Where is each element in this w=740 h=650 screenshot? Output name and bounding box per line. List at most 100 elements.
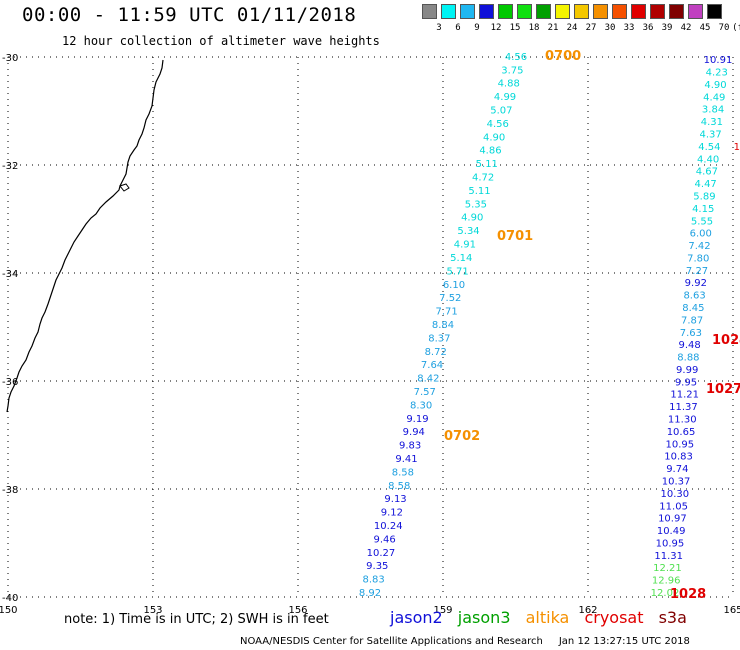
wave-height-value: 9.41 — [395, 454, 417, 465]
wave-height-value: 11.05 — [659, 501, 688, 512]
wave-height-value: 7.80 — [687, 253, 709, 264]
coastline-islet — [119, 183, 130, 192]
lon-tick-label: 150 — [0, 605, 18, 616]
scale-swatch — [612, 4, 627, 19]
legend-jason3: jason3 — [457, 608, 511, 627]
lat-tick-label: -32 — [2, 161, 18, 172]
scale-swatch — [441, 4, 456, 19]
wave-height-value: 11.31 — [654, 551, 683, 562]
wave-height-value: 4.56 — [505, 52, 527, 63]
scale-swatch — [460, 4, 475, 19]
wave-height-value: 10.83 — [664, 452, 693, 463]
scale-swatch — [536, 4, 551, 19]
wave-height-value: 11.21 — [670, 390, 699, 401]
wave-height-value: 5.07 — [490, 106, 512, 117]
timestamp: Jan 12 13:27:15 UTC 2018 — [558, 636, 690, 647]
wave-height-value: 7.64 — [421, 360, 443, 371]
wave-height-value: 4.90 — [704, 80, 726, 91]
wave-height-value: 9.92 — [685, 278, 707, 289]
wave-height-value: 10.30 — [661, 489, 690, 500]
wave-height-value: 10.97 — [658, 514, 687, 525]
wave-height-value: 7.57 — [414, 387, 436, 398]
lat-tick-label: -38 — [2, 485, 18, 496]
wave-height-value: 10.95 — [665, 439, 694, 450]
wave-height-value: 8.30 — [410, 400, 432, 411]
wave-height-value: 4.91 — [454, 240, 476, 251]
scale-swatch — [555, 4, 570, 19]
lon-tick-label: 159 — [433, 605, 452, 616]
wave-height-value: 9.99 — [676, 365, 698, 376]
scale-label: 70 — [718, 23, 730, 33]
wave-height-value: 4.47 — [695, 179, 717, 190]
footnote: note: 1) Time is in UTC; 2) SWH is in fe… — [64, 612, 329, 627]
wave-height-value: 8.58 — [388, 481, 410, 492]
scale-swatch — [593, 4, 608, 19]
wave-height-value: 11.30 — [668, 415, 697, 426]
scale-label: 21 — [547, 23, 559, 33]
wave-height-value: 8.58 — [392, 467, 414, 478]
altimeter-points: 4.56 3.75 4.88 4.99 5.07 4.56 4.90 4.86 5.11 4.72… — [359, 49, 740, 602]
scale-label: 45 — [699, 23, 711, 33]
lon-tick-label: 165 — [723, 605, 740, 616]
page-title: 00:00 - 11:59 UTC 01/11/2018 — [22, 4, 357, 26]
wave-height-value: 7.27 — [686, 266, 708, 277]
wave-height-value: 4.88 — [498, 79, 520, 90]
wave-height-value: 5.11 — [468, 186, 490, 197]
scale-swatch — [517, 4, 532, 19]
scale-label: 9 — [474, 23, 480, 33]
wave-height-value: 12.02 — [651, 588, 680, 599]
wave-height-value: 8.37 — [428, 333, 450, 344]
wave-height-value: 5.11 — [476, 159, 498, 170]
wave-height-value: 5.89 — [693, 191, 715, 202]
wave-height-value: 9.46 — [373, 534, 395, 545]
wave-height-value: 4.56 — [487, 119, 509, 130]
wave-height-value: 9.83 — [399, 441, 421, 452]
wave-height-value: 8.84 — [432, 320, 454, 331]
lat-tick-label: -36 — [2, 377, 18, 388]
scale-label: 6 — [455, 23, 461, 33]
time-label: 0700 — [545, 49, 581, 64]
credit-line: NOAA/NESDIS Center for Satellite Applica… — [240, 636, 690, 647]
wave-height-value: 10.27 — [367, 548, 396, 559]
time-label: 0701 — [497, 229, 533, 244]
australia-coastline — [6, 59, 164, 413]
wave-height-value: 4.49 — [703, 92, 725, 103]
wave-height-value: 11.37 — [669, 402, 698, 413]
wave-height-value: 10.65 — [667, 427, 696, 438]
wave-height-value: 4.99 — [494, 92, 516, 103]
wave-height-value: 8.63 — [683, 291, 705, 302]
wave-height-value: 3.84 — [702, 105, 724, 116]
scale-label: 33 — [623, 23, 635, 33]
wave-height-value: 6.10 — [443, 280, 465, 291]
wave-height-value: 9.95 — [675, 377, 697, 388]
wave-height-value: 9.19 — [406, 414, 428, 425]
time-label: 1028 — [670, 587, 706, 602]
wave-height-value: 4.72 — [472, 173, 494, 184]
scale-label: 18 — [528, 23, 540, 33]
wave-height-value: 7.52 — [439, 293, 461, 304]
scale-label: 12 — [490, 23, 502, 33]
wave-height-value: 4.90 — [483, 132, 505, 143]
lon-tick-label: 153 — [143, 605, 162, 616]
scale-swatch — [422, 4, 437, 19]
wave-height-value: 8.42 — [417, 374, 439, 385]
scale-swatch — [498, 4, 513, 19]
scale-swatch — [574, 4, 589, 19]
scale-label: 27 — [585, 23, 597, 33]
wave-height-value: 4.90 — [461, 213, 483, 224]
wave-height-value: 4.23 — [706, 68, 728, 79]
wave-height-value: 3.75 — [501, 65, 523, 76]
lat-tick-label: -40 — [2, 593, 18, 604]
lon-tick-label: 156 — [288, 605, 307, 616]
wave-height-value: 4.37 — [699, 130, 721, 141]
time-label: 1024 — [712, 333, 740, 348]
scale-label: 39 — [661, 23, 673, 33]
legend-jason2: jason2 — [390, 608, 443, 627]
scale-swatch — [631, 4, 646, 19]
wave-height-value: 8.72 — [425, 347, 447, 358]
wave-height-value: 4.86 — [479, 146, 501, 157]
wave-height-value: 9.94 — [403, 427, 425, 438]
wave-height-value: 7.42 — [688, 241, 710, 252]
lon-tick-label: 162 — [578, 605, 597, 616]
